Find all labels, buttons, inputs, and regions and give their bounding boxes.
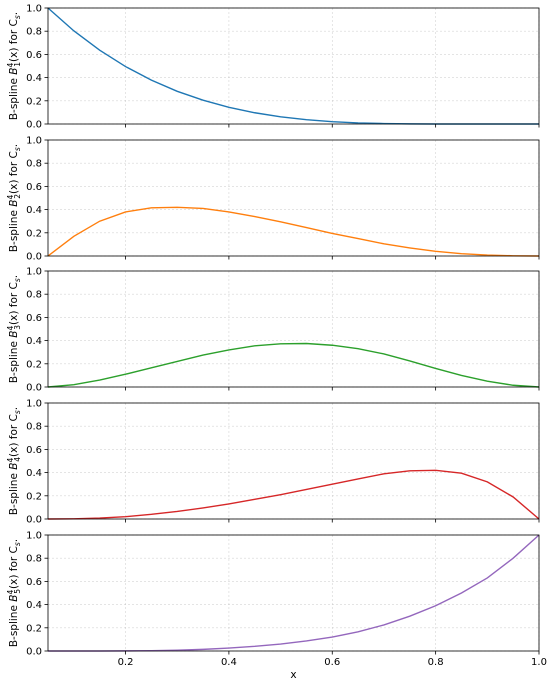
subplot-5: 0.0 0.2 0.4 0.6 0.8 1.0 0.2 0.4 0.6 0.8 1.0 x B-spli… [6, 531, 547, 682]
y-tick-label: 0.6 [26, 577, 42, 588]
y-axis-label-part: . [8, 12, 20, 15]
series-line [47, 206, 540, 257]
y-tick-label: 1.0 [26, 531, 42, 542]
y-tick-label: 0.2 [26, 228, 42, 239]
x-tick-label: 0.6 [324, 657, 340, 668]
x-tick-label: 0.2 [118, 657, 134, 668]
series-line [47, 7, 539, 125]
axes-frame [47, 139, 540, 257]
series-line [47, 469, 540, 520]
y-tick-label: 0.2 [26, 96, 42, 107]
y-axis-label-part: 4 [6, 326, 15, 331]
y-tick-label: 0.6 [26, 182, 42, 193]
y-axis-label-part: 2 [13, 194, 22, 199]
subplot-1: 0.0 0.2 0.4 0.6 0.8 1.0 B-spline B41(x) for Cs… [6, 4, 540, 131]
y-tick-label: 0.8 [26, 290, 42, 301]
subplot-2: 0.0 0.2 0.4 0.6 0.8 1.0 B-spline B42(x) for Cs… [6, 136, 540, 263]
y-tick-label: 0.4 [26, 336, 42, 347]
y-axis-label-part: s [13, 410, 22, 414]
y-axis-label-part: 1 [13, 62, 22, 67]
axes-frame [47, 7, 540, 125]
subplot-3: 0.0 0.2 0.4 0.6 0.8 1.0 B-spline B43(x) for Cs… [6, 267, 540, 394]
y-tick-label: 0.4 [26, 73, 42, 84]
y-axis-label-part: B-spline [8, 75, 20, 120]
y-axis-label-part: s [13, 147, 22, 151]
y-axis-label-part: 4 [13, 457, 22, 462]
y-tick-label: 0.2 [26, 623, 42, 634]
y-axis-label-part: s [13, 542, 22, 546]
y-tick-label: 0.2 [26, 359, 42, 370]
y-tick-label: 0.8 [26, 159, 42, 170]
y-tick-label: 1.0 [26, 136, 42, 147]
axes-frame [47, 534, 540, 652]
y-tick-label: 0.6 [26, 313, 42, 324]
y-axis-label-part: B [8, 68, 20, 75]
y-axis-label-part: 4 [6, 195, 15, 200]
y-axis-label-part: B [8, 331, 20, 338]
y-tick-label: 0.0 [26, 647, 42, 658]
y-axis-label-part: . [8, 539, 20, 542]
y-axis-label-part: B-spline [8, 470, 20, 515]
grid [48, 139, 540, 257]
y-tick-label: 0.6 [26, 50, 42, 61]
y-tick-label: 0.0 [26, 120, 42, 131]
y-axis-label-part: 4 [6, 458, 15, 463]
y-tick-label: 0.8 [26, 554, 42, 565]
y-axis-label-part: B [8, 463, 20, 470]
y-axis-label: B-spline B45(x) for Cs. [6, 539, 22, 647]
grid [48, 270, 540, 388]
y-axis-label-part: 3 [13, 325, 22, 330]
axes-frame [47, 402, 540, 520]
y-axis-label-part: 4 [6, 63, 15, 68]
subplot-4: 0.0 0.2 0.4 0.6 0.8 1.0 B-spline B44(x) for Cs… [6, 399, 540, 526]
y-axis-label-part: s [13, 15, 22, 19]
y-tick-label: 0.0 [26, 252, 42, 263]
y-axis-label: B-spline B43(x) for Cs. [6, 275, 22, 383]
y-axis-label-part: 4 [6, 590, 15, 595]
x-tick-label: 1.0 [531, 657, 547, 668]
y-axis-label-part: (x) for C [8, 414, 20, 457]
y-axis-label-part: B [8, 595, 20, 602]
y-axis-label-part: . [8, 407, 20, 410]
y-axis-label-part: B-spline [8, 338, 20, 383]
y-tick-label: 0.6 [26, 445, 42, 456]
grid [48, 534, 540, 652]
axes-frame [47, 270, 540, 388]
y-tick-label: 0.8 [26, 422, 42, 433]
y-tick-label: 0.4 [26, 600, 42, 611]
y-axis-label-part: (x) for C [8, 546, 20, 589]
y-tick-label: 0.8 [26, 27, 42, 38]
y-tick-label: 0.4 [26, 468, 42, 479]
y-axis-label-part: B [8, 200, 20, 207]
y-axis-label-part: . [8, 275, 20, 278]
x-axis-label: x [290, 669, 296, 681]
series-line [48, 534, 540, 652]
y-axis-label-part: (x) for C [8, 151, 20, 194]
grid [48, 402, 540, 520]
y-axis-label-part: B-spline [8, 602, 20, 647]
y-tick-label: 0.0 [26, 383, 42, 394]
y-tick-label: 1.0 [26, 399, 42, 410]
y-axis-label-part: 5 [13, 589, 22, 594]
y-axis-label: B-spline B42(x) for Cs. [6, 144, 22, 252]
y-tick-label: 1.0 [26, 4, 42, 15]
y-axis-label: B-spline B41(x) for Cs. [6, 12, 22, 120]
y-axis-label-part: B-spline [8, 207, 20, 252]
y-axis-label-part: (x) for C [8, 282, 20, 325]
y-axis-label-part: . [8, 144, 20, 147]
y-axis-label-part: s [13, 278, 22, 282]
x-tick-label: 0.8 [428, 657, 444, 668]
y-axis-label: B-spline B44(x) for Cs. [6, 407, 22, 515]
series-line [47, 342, 540, 388]
x-tick-label: 0.4 [221, 657, 237, 668]
y-tick-label: 0.4 [26, 205, 42, 216]
grid [48, 7, 540, 125]
y-tick-label: 1.0 [26, 267, 42, 278]
y-tick-label: 0.2 [26, 491, 42, 502]
y-tick-label: 0.0 [26, 515, 42, 526]
y-axis-label-part: (x) for C [8, 19, 20, 62]
